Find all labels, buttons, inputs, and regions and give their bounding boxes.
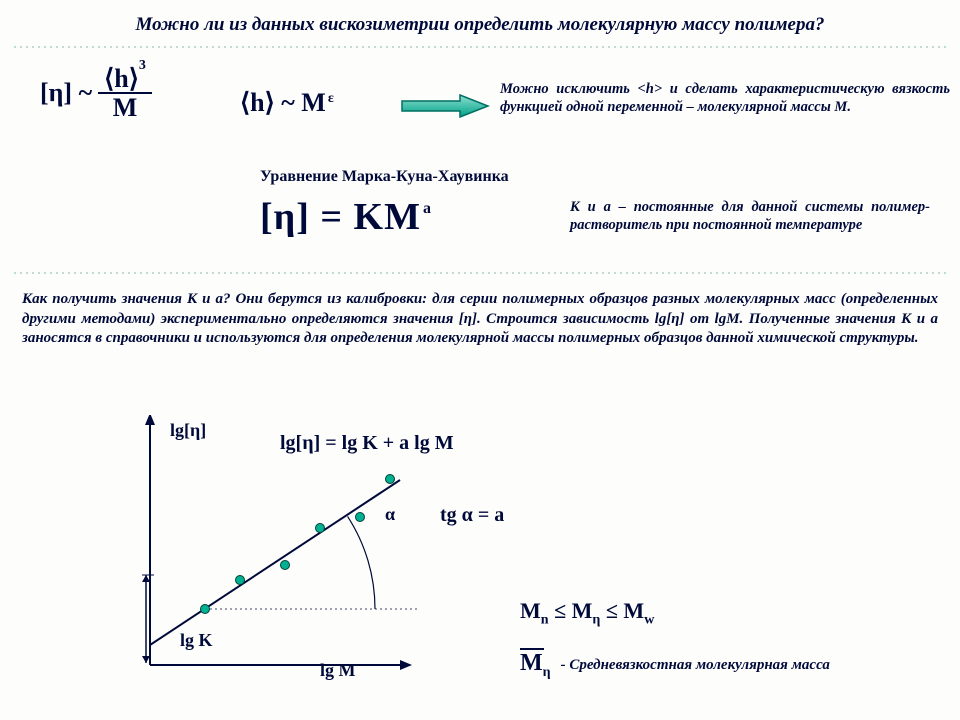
angle-alpha-label: α bbox=[385, 504, 395, 525]
eq1-num: ⟨h⟩ bbox=[104, 64, 139, 93]
ineq-sub-n: n bbox=[541, 612, 549, 627]
calibration-chart bbox=[120, 415, 420, 705]
ineq-mid2: ≤ M bbox=[600, 598, 644, 623]
eq1-sup: 3 bbox=[139, 58, 146, 73]
paragraph-exclude-h: Можно исключить <h> и сделать характерис… bbox=[500, 80, 950, 116]
m-eta-definition: Mη - Средневязкостная молекулярная масса bbox=[520, 650, 830, 681]
equation-eta-h3m: [η] ~ ⟨h⟩3 M bbox=[40, 65, 158, 122]
x-axis-label: lg M bbox=[320, 660, 356, 681]
eq2-eps: ε bbox=[328, 91, 334, 106]
mkh-equation-label: Уравнение Марка-Куна-Хаувинка bbox=[260, 168, 509, 186]
eq1-fraction: ⟨h⟩3 M bbox=[98, 65, 152, 122]
page-title: Можно ли из данных вискозиметрии определ… bbox=[0, 0, 960, 46]
equation-mark-kuhn-houwink: [η] = KMa bbox=[260, 195, 430, 239]
equation-tg-alpha: tg α = a bbox=[440, 504, 504, 527]
paragraph-k-a-constants: К и а – постоянные для данной системы по… bbox=[570, 198, 930, 234]
row-1: [η] ~ ⟨h⟩3 M ⟨h⟩ ~ Mε Можно исключить <h… bbox=[20, 60, 940, 170]
ineq-mid1: ≤ M bbox=[549, 598, 593, 623]
eq1-lhs: [η] ~ bbox=[40, 78, 92, 108]
equation-log-form: lg[η] = lg K + a lg M bbox=[280, 432, 454, 455]
arrow-right-icon bbox=[400, 94, 490, 118]
eq1-den: M bbox=[107, 94, 144, 121]
inequality-mn-meta-mw: Mn ≤ Mη ≤ Mw bbox=[520, 598, 654, 628]
ineq-M1: M bbox=[520, 598, 541, 623]
eq2-text: ⟨h⟩ ~ M bbox=[240, 88, 326, 117]
y-axis-label: lg[η] bbox=[170, 420, 206, 441]
divider-1 bbox=[12, 46, 948, 48]
ineq-sub-w: w bbox=[644, 612, 654, 627]
equation-h-meps: ⟨h⟩ ~ Mε bbox=[240, 88, 332, 118]
mbar-sub-eta: η bbox=[543, 665, 551, 680]
m-eta-text: - Средневязкостная молекулярная масса bbox=[561, 657, 830, 674]
lgk-label: lg K bbox=[180, 630, 213, 651]
divider-2 bbox=[12, 272, 948, 274]
big-eq-sup: a bbox=[423, 200, 432, 217]
mbar-M: M bbox=[520, 650, 543, 676]
m-eta-symbol: Mη bbox=[520, 650, 551, 681]
paragraph-calibration: Как получить значения К и а? Они берутся… bbox=[22, 290, 938, 349]
big-eq-text: [η] = KM bbox=[260, 196, 421, 238]
